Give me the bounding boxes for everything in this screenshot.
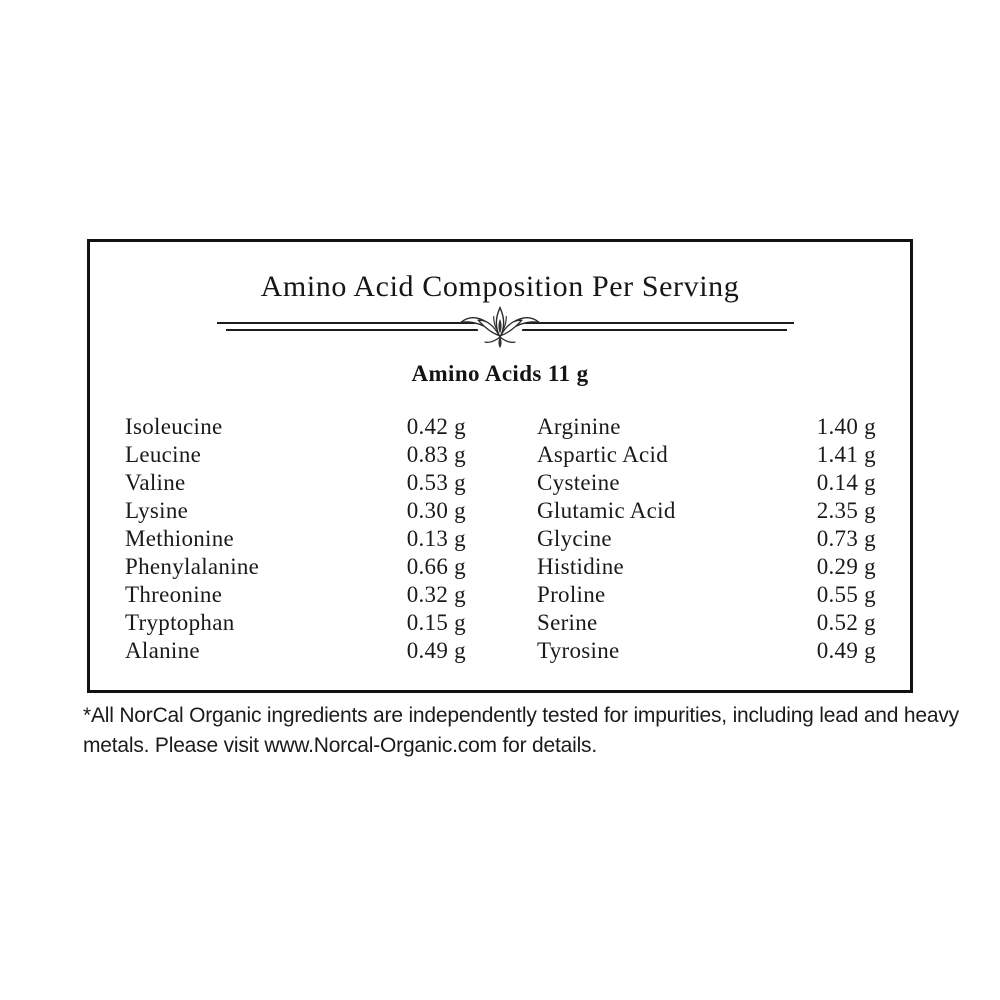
footnote-line-1: *All NorCal Organic ingredients are inde… (83, 704, 959, 727)
amino-row: Isoleucine 0.42 g (125, 413, 466, 441)
amino-row: Valine 0.53 g (125, 469, 466, 497)
amino-row: Lysine 0.30 g (125, 497, 466, 525)
amino-row: Serine 0.52 g (537, 609, 876, 637)
lotus-flourish-icon (458, 306, 542, 349)
amino-amount: 1.40 g (816, 414, 876, 439)
amino-row: Leucine 0.83 g (125, 441, 466, 469)
amino-amount: 0.32 g (406, 582, 466, 607)
panel-title: Amino Acid Composition Per Serving (260, 270, 740, 303)
amino-row: Phenylalanine 0.66 g (125, 553, 466, 581)
amino-amount: 0.15 g (406, 610, 466, 635)
amino-amount: 2.35 g (816, 498, 876, 523)
amino-row: Proline 0.55 g (537, 581, 876, 609)
amino-amount: 1.41 g (816, 442, 876, 467)
amino-amount: 0.49 g (406, 638, 466, 663)
amino-amount: 0.52 g (816, 610, 876, 635)
amino-row: Tyrosine 0.49 g (537, 637, 876, 665)
amino-row: Arginine 1.40 g (537, 413, 876, 441)
amino-amount: 0.30 g (406, 498, 466, 523)
amino-name: Glycine (537, 526, 612, 551)
amino-amount: 0.29 g (816, 554, 876, 579)
amino-row: Methionine 0.13 g (125, 525, 466, 553)
amino-row: Aspartic Acid 1.41 g (537, 441, 876, 469)
amino-row: Cysteine 0.14 g (537, 469, 876, 497)
amino-amount: 0.53 g (406, 470, 466, 495)
amino-row: Threonine 0.32 g (125, 581, 466, 609)
amino-row: Histidine 0.29 g (537, 553, 876, 581)
amino-name: Proline (537, 582, 606, 607)
amino-row: Glycine 0.73 g (537, 525, 876, 553)
amino-name: Threonine (125, 582, 223, 607)
amino-amount: 0.73 g (816, 526, 876, 551)
amino-name: Glutamic Acid (537, 498, 676, 523)
amino-row: Glutamic Acid 2.35 g (537, 497, 876, 525)
footnote-line-2: metals. Please visit www.Norcal-Organic.… (83, 734, 597, 757)
amino-amount: 0.13 g (406, 526, 466, 551)
amino-name: Phenylalanine (125, 554, 260, 579)
amino-amount: 0.49 g (816, 638, 876, 663)
amino-amount: 0.55 g (816, 582, 876, 607)
amino-amount: 0.66 g (406, 554, 466, 579)
amino-acid-panel: Amino Acid Composition Per Serving Amino… (87, 239, 913, 693)
amino-acids-total: Amino Acids 11 g (411, 361, 589, 386)
amino-name: Arginine (537, 414, 621, 439)
amino-name: Cysteine (537, 470, 620, 495)
amino-name: Aspartic Acid (537, 442, 669, 467)
amino-name: Tyrosine (537, 638, 620, 663)
amino-amount: 0.83 g (406, 442, 466, 467)
amino-name: Valine (125, 470, 186, 495)
amino-name: Methionine (125, 526, 235, 551)
amino-amount: 0.14 g (816, 470, 876, 495)
amino-name: Isoleucine (125, 414, 223, 439)
amino-name: Tryptophan (125, 610, 235, 635)
amino-name: Histidine (537, 554, 625, 579)
amino-column-right: Arginine 1.40 g Aspartic Acid 1.41 g Cys… (537, 413, 876, 665)
amino-row: Alanine 0.49 g (125, 637, 466, 665)
amino-column-left: Isoleucine 0.42 g Leucine 0.83 g Valine … (125, 413, 466, 665)
amino-amount: 0.42 g (406, 414, 466, 439)
amino-row: Tryptophan 0.15 g (125, 609, 466, 637)
amino-name: Alanine (125, 638, 200, 663)
footnote: *All NorCal Organic ingredients are inde… (83, 701, 959, 761)
amino-name: Serine (537, 610, 598, 635)
amino-name: Leucine (125, 442, 202, 467)
amino-name: Lysine (125, 498, 189, 523)
